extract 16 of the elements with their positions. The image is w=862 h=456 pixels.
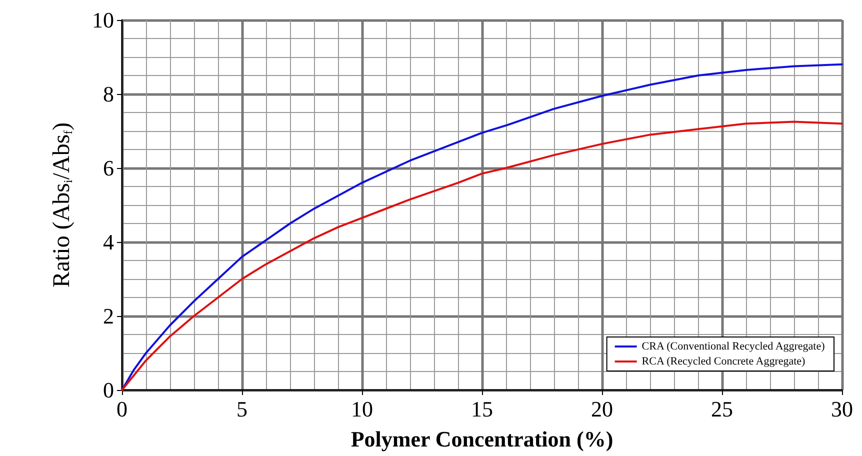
x-tick-label: 25 <box>711 396 733 422</box>
legend-label: RCA (Recycled Concrete Aggregate) <box>642 356 806 368</box>
x-tick-label: 15 <box>471 396 493 422</box>
y-tick-label: 10 <box>92 8 114 32</box>
y-tick-label: 4 <box>103 230 114 254</box>
y-tick-label: 0 <box>103 378 114 402</box>
y-tick-label: 6 <box>103 156 114 180</box>
y-tick-label: 2 <box>103 304 114 328</box>
x-tick-label: 30 <box>831 396 853 422</box>
x-axis-title: Polymer Concentration (%) <box>350 426 614 452</box>
y-tick-label: 8 <box>103 82 114 106</box>
legend-label: CRA (Conventional Recycled Aggregate) <box>642 340 826 352</box>
x-tick-label: 20 <box>591 396 613 422</box>
y-axis-title: Ratio (Absi/Absf) <box>49 122 75 288</box>
x-tick-label: 10 <box>351 396 373 422</box>
x-tick-label: 5 <box>236 396 248 422</box>
